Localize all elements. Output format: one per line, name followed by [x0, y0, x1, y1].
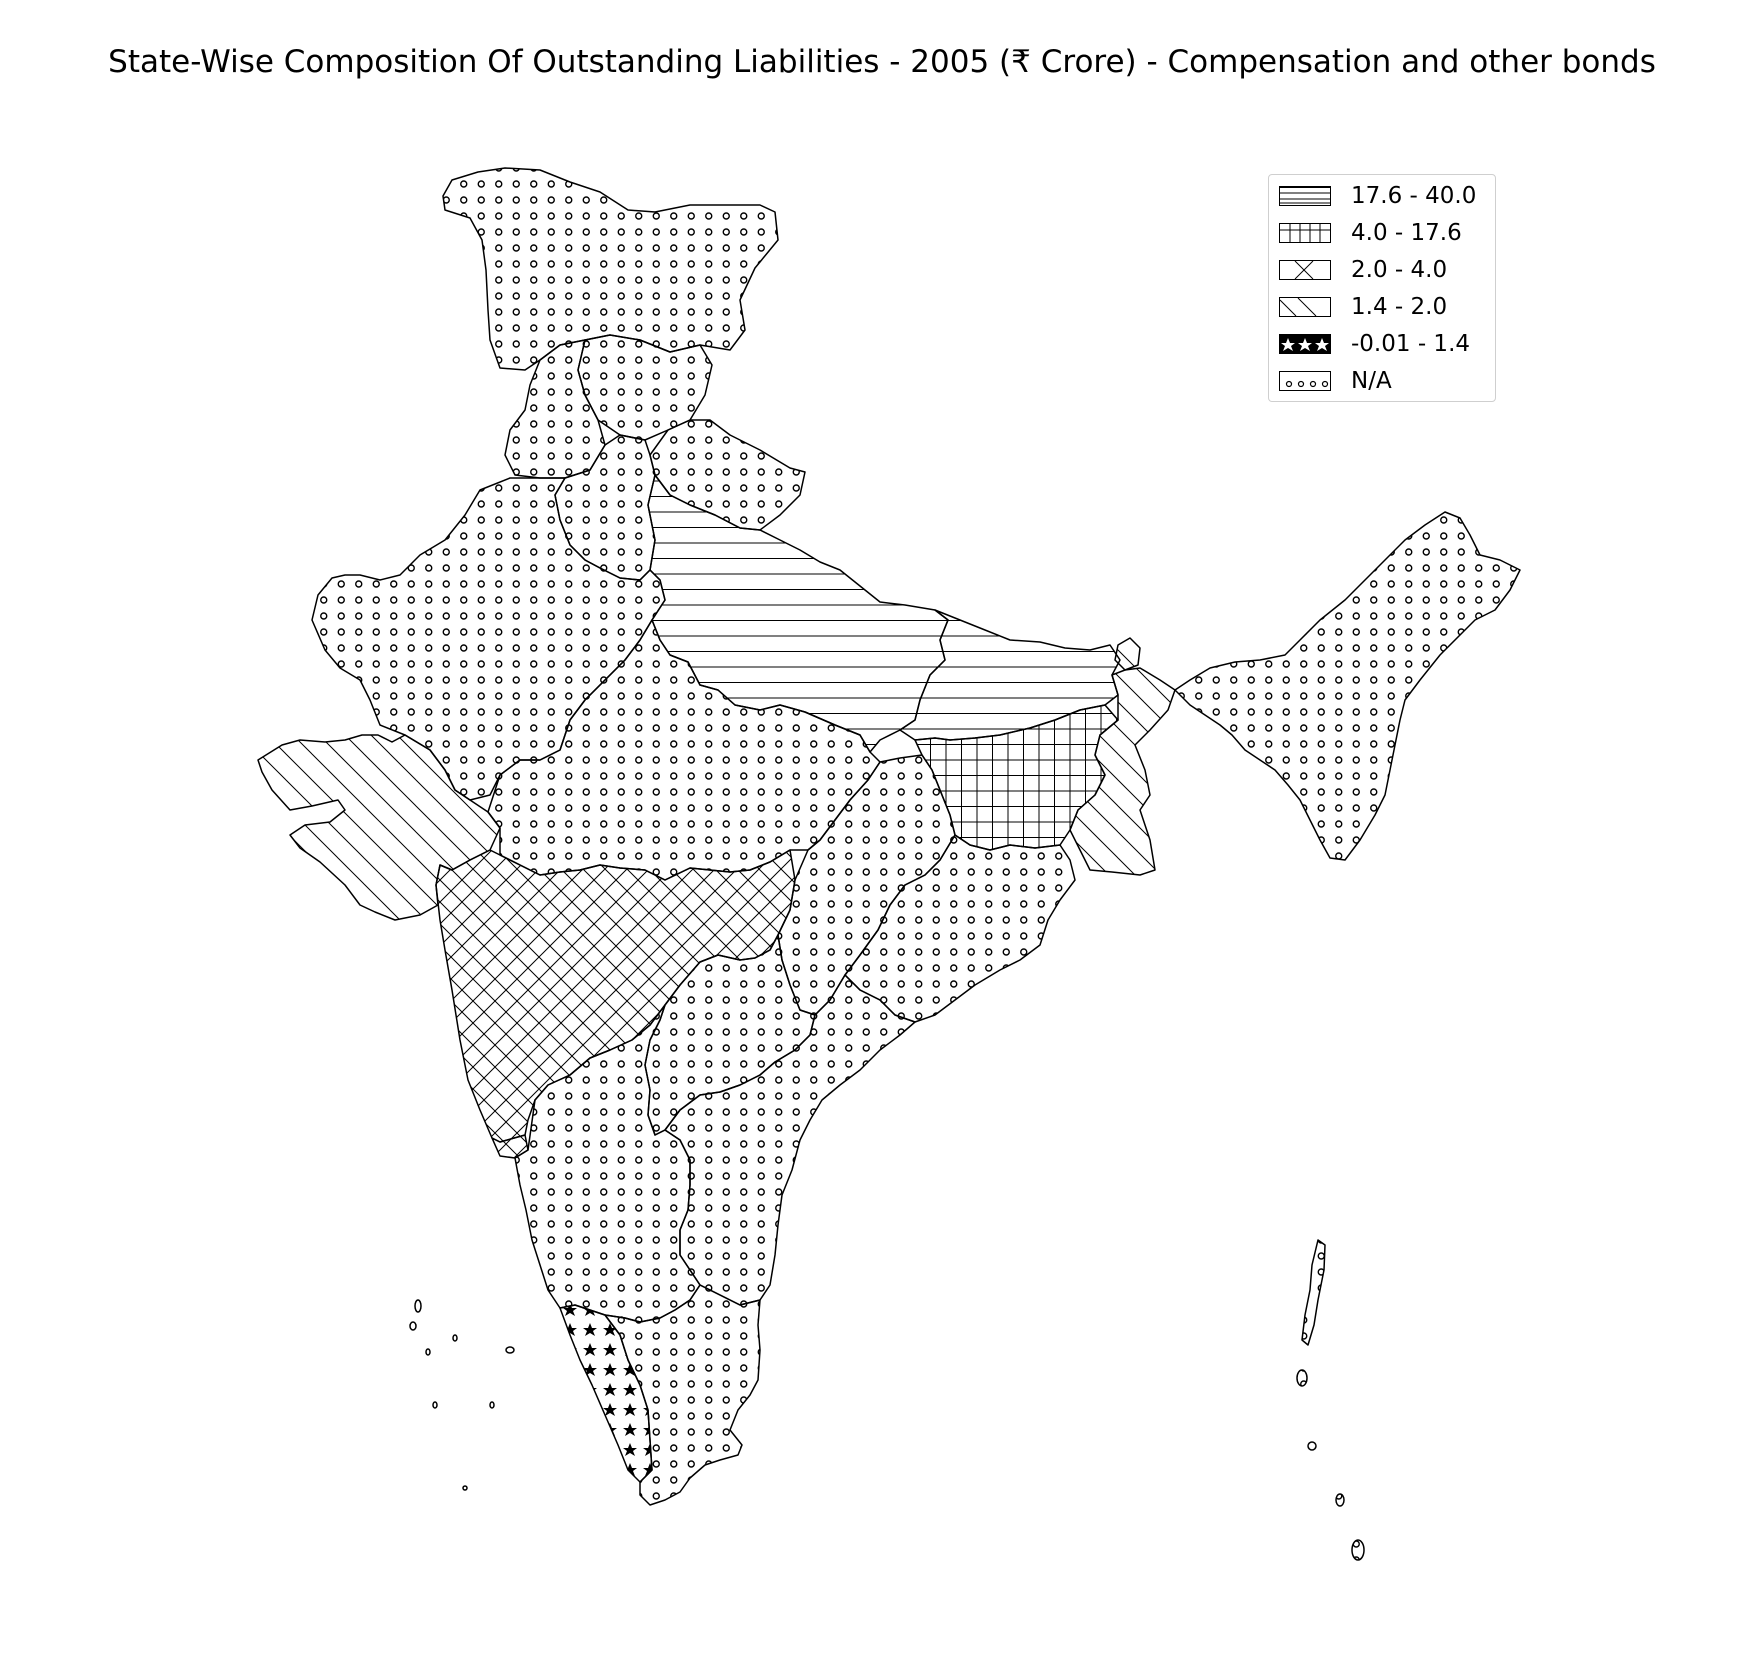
map-legend: 17.6 - 40.0 4.0 - 17.6 2.0 - 4.0 1.4 - 2…: [1268, 174, 1496, 402]
legend-swatch-grid: [1279, 223, 1331, 243]
region-jammu-kashmir: [442, 167, 779, 371]
region-lakshadweep: [409, 1299, 515, 1491]
region-tamil-nadu: [604, 1284, 761, 1506]
legend-swatch-stars: [1279, 334, 1331, 354]
legend-item-4-0-17-6: 4.0 - 17.6: [1279, 218, 1462, 248]
legend-label: 17.6 - 40.0: [1351, 183, 1477, 209]
legend-label: -0.01 - 1.4: [1351, 331, 1471, 357]
legend-label: 4.0 - 17.6: [1351, 220, 1462, 246]
region-andaman-nicobar: [1296, 1239, 1365, 1561]
region-north-east: [1174, 511, 1521, 861]
legend-swatch-small-circles: [1279, 371, 1331, 391]
legend-swatch-horizontal-lines: [1279, 186, 1331, 206]
region-odisha: [844, 834, 1076, 1023]
legend-item-na: N/A: [1279, 366, 1392, 396]
legend-label: N/A: [1351, 368, 1392, 394]
legend-item-neg-0-01-1-4: -0.01 - 1.4: [1279, 329, 1470, 359]
legend-swatch-cross-hatch: [1279, 260, 1331, 280]
legend-label: 1.4 - 2.0: [1351, 294, 1448, 320]
legend-item-2-0-4-0: 2.0 - 4.0: [1279, 255, 1447, 285]
map-title: State-Wise Composition Of Outstanding Li…: [108, 44, 1656, 80]
legend-label: 2.0 - 4.0: [1351, 257, 1448, 283]
legend-swatch-diagonal-lines: [1279, 297, 1331, 317]
legend-item-17-6-40-0: 17.6 - 40.0: [1279, 181, 1476, 211]
region-sikkim: [1114, 637, 1141, 671]
legend-item-1-4-2-0: 1.4 - 2.0: [1279, 292, 1447, 322]
